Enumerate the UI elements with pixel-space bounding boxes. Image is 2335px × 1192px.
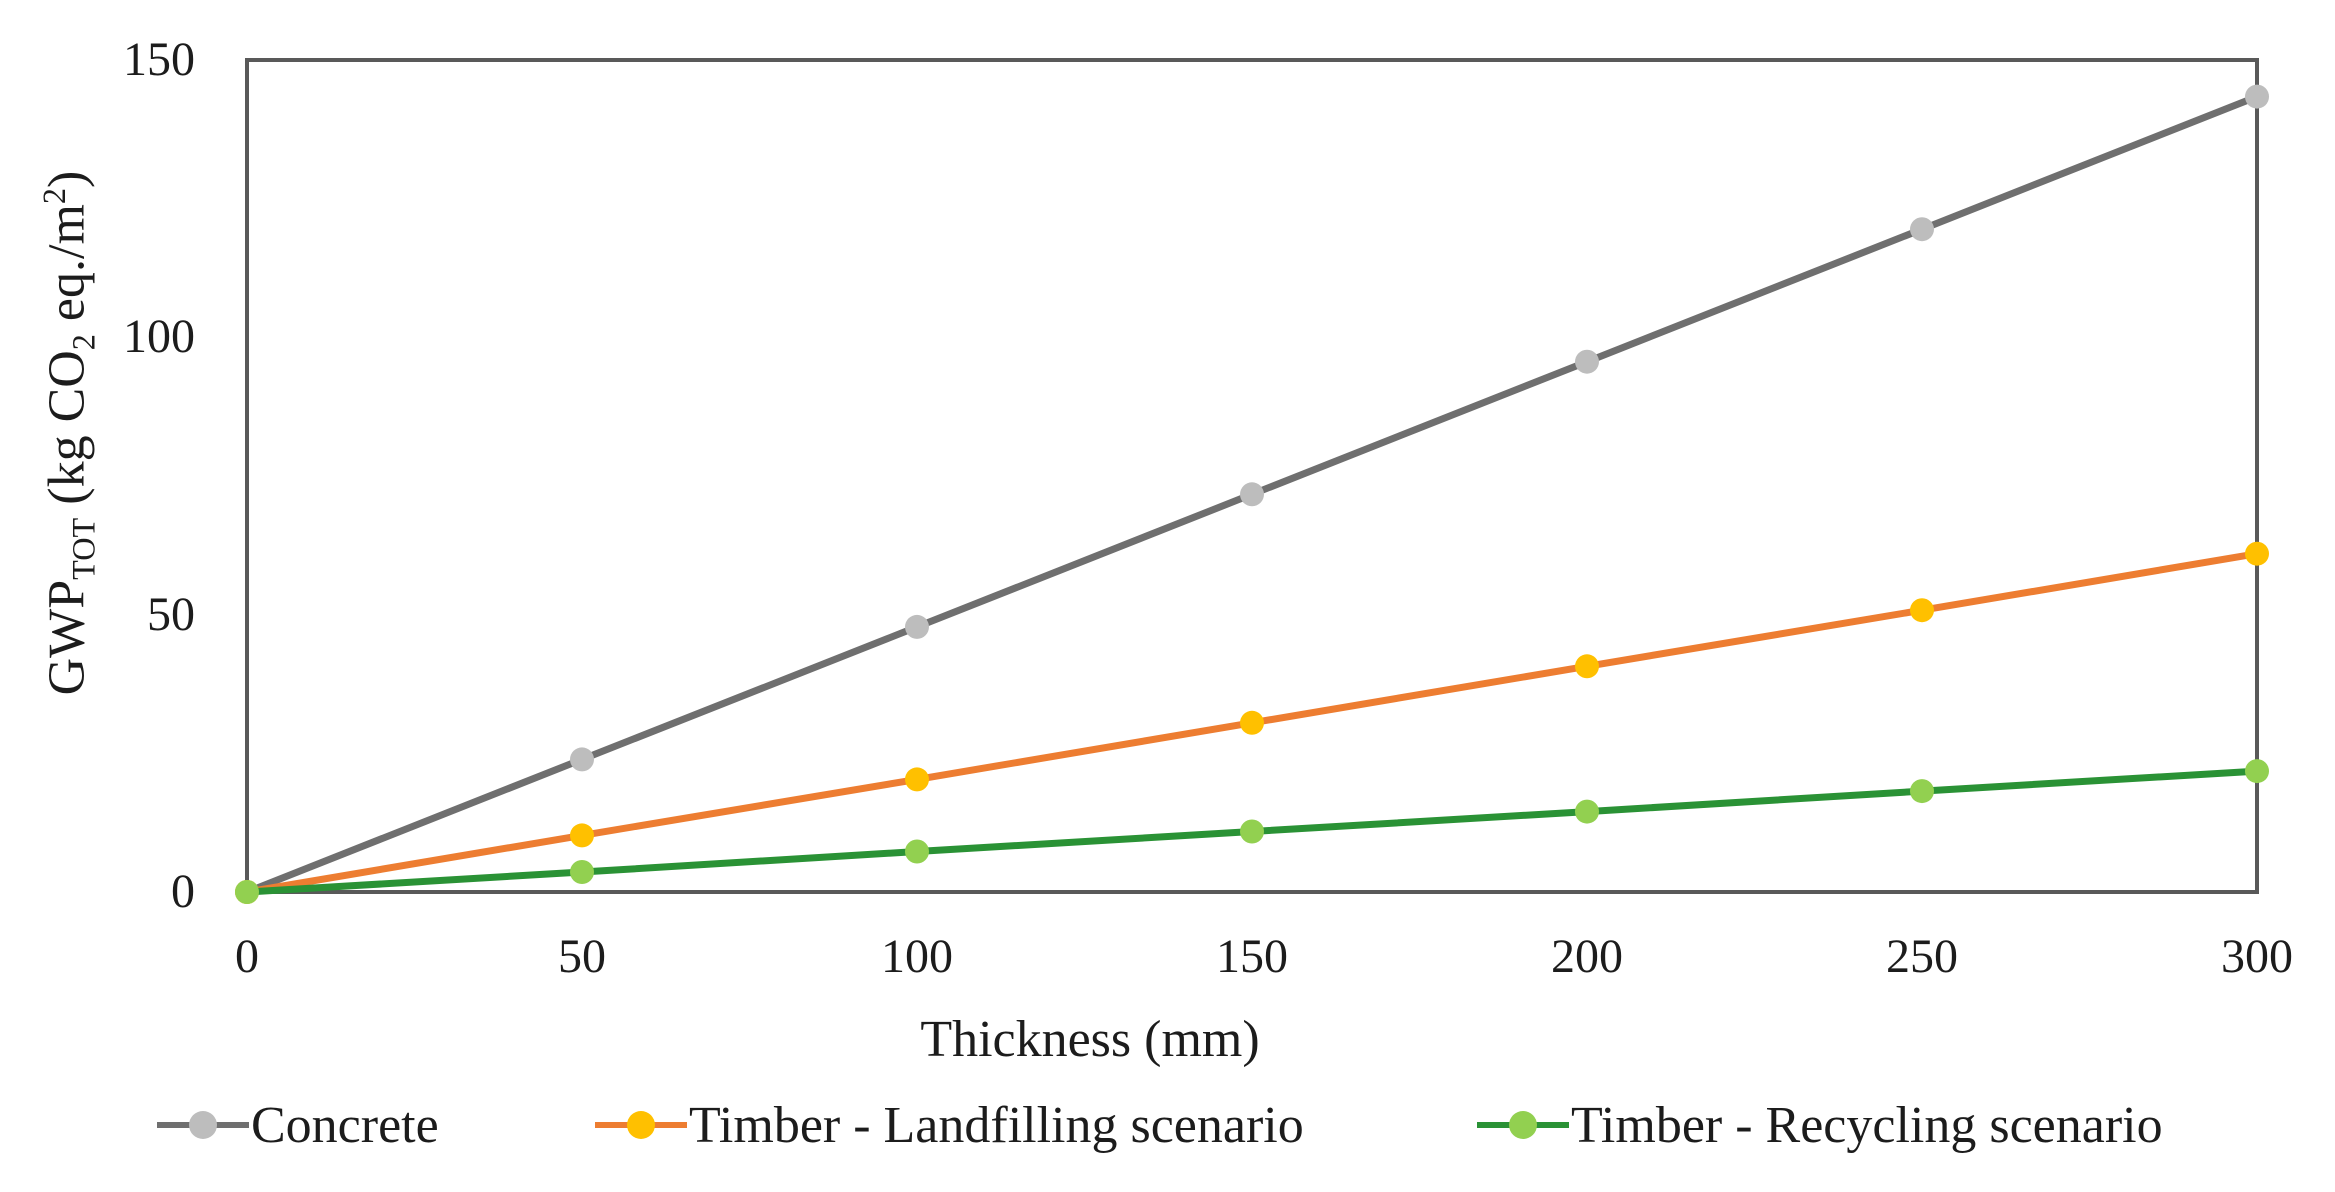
data-point [2245, 541, 2269, 566]
x-axis-title: Thickness (mm) [920, 1011, 1260, 1068]
data-point [1240, 482, 1264, 507]
legend-marker-icon [157, 1111, 249, 1139]
x-tick-label: 0 [235, 930, 259, 983]
data-point [1575, 799, 1599, 824]
data-point [905, 614, 929, 639]
data-point [1240, 710, 1264, 735]
legend-label: Timber - Landfilling scenario [689, 1096, 1304, 1154]
data-point [905, 767, 929, 792]
series-timber-recycling-scenario [235, 759, 2269, 904]
series-concrete [235, 84, 2269, 904]
y-tick-label: 150 [123, 33, 195, 86]
data-point [2245, 759, 2269, 784]
data-point [570, 860, 594, 884]
data-point [1910, 598, 1934, 623]
data-point [1240, 819, 1264, 844]
y-axis-title-part: ) [38, 170, 96, 188]
legend-item-concrete: Concrete [157, 1092, 439, 1158]
legend: Concrete Timber - Landfilling scenario Tim… [0, 1092, 2335, 1162]
data-point [905, 839, 929, 864]
legend-label: Timber - Recycling scenario [1571, 1096, 2163, 1154]
data-point [235, 880, 259, 904]
axis-frame [245, 58, 2259, 894]
data-point [2245, 84, 2269, 109]
y-axis-title-part: (kg CO [38, 350, 96, 518]
legend-label: Concrete [251, 1096, 439, 1154]
x-tick-label: 100 [881, 930, 953, 983]
legend-marker-icon [1477, 1111, 1569, 1139]
x-tick-label: 250 [1886, 930, 1958, 983]
y-axis-title: GWPTOT (kg CO2 eq./m2) [22, 33, 102, 833]
y-tick-label: 100 [123, 310, 195, 364]
data-point [570, 747, 594, 772]
data-point [1910, 779, 1934, 804]
x-tick-label: 150 [1216, 930, 1288, 983]
y-tick-label: 50 [147, 587, 195, 641]
y-axis-title-part: TOT [65, 517, 102, 580]
series-timber-landfilling-scenario [235, 541, 2269, 904]
x-tick-label: 300 [2221, 930, 2293, 983]
x-tick-label: 200 [1551, 930, 1623, 983]
y-tick-label: 0 [171, 865, 195, 918]
y-axis-title-part: 2 [36, 187, 72, 205]
x-tick-label: 50 [558, 930, 606, 983]
data-point [1575, 349, 1599, 374]
legend-marker-icon [595, 1111, 687, 1139]
data-point [570, 823, 594, 848]
legend-item-timber-landfilling-scenario: Timber - Landfilling scenario [595, 1092, 1304, 1158]
legend-item-timber-recycling-scenario: Timber - Recycling scenario [1477, 1092, 2163, 1158]
data-point [1910, 217, 1934, 242]
data-point [1575, 654, 1599, 679]
